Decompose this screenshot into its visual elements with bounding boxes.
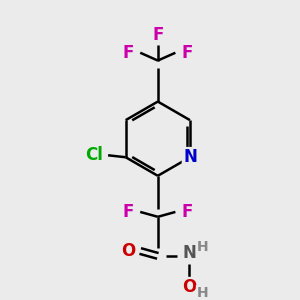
Text: H: H: [197, 286, 208, 300]
Text: O: O: [182, 278, 196, 296]
Text: H: H: [197, 240, 208, 254]
Text: N: N: [182, 244, 196, 262]
Text: O: O: [122, 242, 136, 260]
Text: F: F: [182, 203, 193, 221]
Text: N: N: [183, 148, 197, 166]
Text: F: F: [123, 203, 134, 221]
Text: Cl: Cl: [85, 146, 103, 164]
Text: F: F: [182, 44, 193, 62]
Text: F: F: [152, 26, 164, 44]
Text: F: F: [123, 44, 134, 62]
